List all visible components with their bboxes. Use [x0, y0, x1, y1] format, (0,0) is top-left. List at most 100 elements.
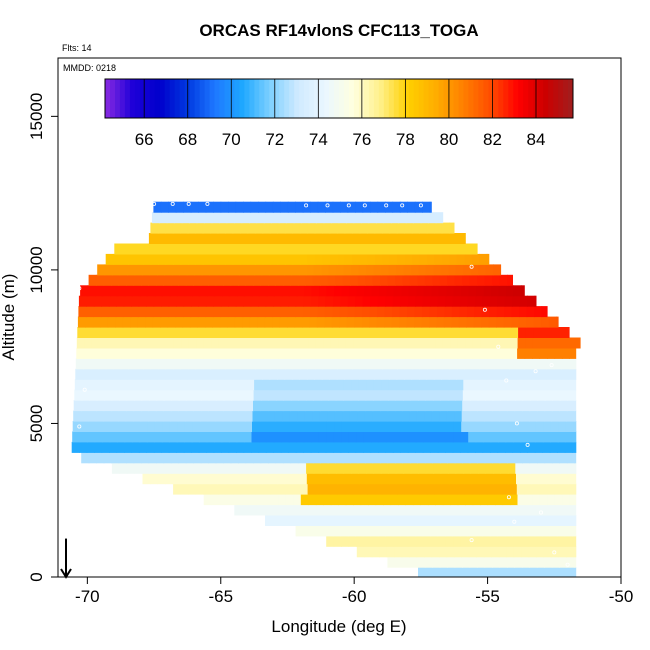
- data-cell: [360, 494, 369, 506]
- data-cell: [275, 274, 284, 286]
- data-cell: [372, 410, 381, 422]
- data-cell: [263, 494, 272, 506]
- data-cell: [268, 233, 277, 244]
- data-cell: [246, 233, 255, 244]
- colorbar: 66 68 70 72 74 76 78 80 82 84: [104, 78, 574, 149]
- data-cell: [573, 546, 577, 558]
- data-cell: [540, 327, 549, 338]
- data-cell: [381, 368, 390, 380]
- data-cell: [457, 483, 466, 495]
- data-cell: [334, 421, 343, 432]
- data-cell: [447, 556, 456, 568]
- data-cell: [166, 337, 175, 349]
- data-cell: [545, 462, 554, 474]
- colorbar-swatch: [209, 79, 216, 118]
- data-cell: [283, 389, 292, 401]
- data-cell: [396, 264, 405, 276]
- data-cell: [498, 535, 507, 547]
- data-cell: [456, 253, 465, 265]
- data-cell: [268, 452, 277, 464]
- data-cell: [144, 243, 153, 255]
- data-cell: [431, 546, 440, 558]
- data-cell: [539, 483, 548, 495]
- data-cell: [204, 316, 213, 328]
- data-cell: [317, 306, 326, 318]
- data-cell: [207, 285, 216, 297]
- data-cell: [486, 253, 490, 265]
- data-cell: [458, 316, 467, 328]
- data-cell: [411, 264, 420, 276]
- data-cell: [233, 243, 242, 255]
- data-cell: [311, 421, 320, 432]
- data-cell: [405, 243, 414, 255]
- data-cell: [401, 421, 410, 432]
- data-cell: [217, 222, 226, 234]
- colorbar-swatch: [368, 79, 375, 118]
- data-cell: [404, 222, 413, 234]
- data-cell: [389, 483, 398, 495]
- data-cell: [424, 546, 433, 558]
- data-cell: [428, 337, 437, 349]
- data-cell: [555, 337, 564, 349]
- data-cell: [76, 347, 85, 359]
- data-cell: [426, 368, 435, 380]
- data-cell: [148, 452, 157, 464]
- data-cell: [509, 347, 518, 359]
- data-cell: [464, 253, 473, 265]
- data-cell: [483, 546, 492, 558]
- data-cell: [256, 212, 265, 224]
- data-cell: [280, 201, 289, 213]
- colorbar-swatch: [563, 79, 569, 118]
- data-cell: [399, 316, 408, 328]
- data-cell: [379, 546, 388, 558]
- data-cell: [225, 253, 234, 265]
- data-cell: [218, 337, 227, 349]
- data-cell: [312, 410, 321, 422]
- data-cell: [471, 253, 480, 265]
- data-cell: [141, 462, 150, 474]
- data-cell: [399, 201, 408, 213]
- data-cell: [361, 327, 370, 338]
- data-cell: [253, 274, 262, 286]
- data-cell: [415, 441, 424, 453]
- data-cell: [484, 452, 493, 464]
- data-cell: [90, 358, 99, 370]
- data-cell: [299, 358, 308, 370]
- data-cell: [557, 441, 566, 453]
- data-cell: [403, 389, 412, 401]
- colorbar-swatch: [473, 79, 479, 118]
- data-cell: [215, 452, 224, 464]
- data-cell: [534, 441, 543, 453]
- data-cell: [403, 379, 412, 391]
- data-cell: [91, 337, 100, 349]
- data-cell: [181, 337, 190, 349]
- data-cell: [472, 243, 478, 255]
- data-cell: [513, 285, 522, 297]
- data-cell: [103, 410, 112, 422]
- data-cell: [216, 462, 225, 474]
- data-cell: [220, 306, 229, 318]
- data-cell: [114, 243, 123, 255]
- data-cell: [170, 410, 179, 422]
- data-cell: [462, 389, 471, 401]
- data-cell: [99, 327, 108, 338]
- data-cell: [417, 400, 426, 412]
- data-cell: [151, 212, 160, 224]
- data-cell: [321, 368, 330, 380]
- data-cell: [500, 379, 509, 391]
- data-cell: [132, 285, 141, 297]
- data-cell: [491, 421, 500, 432]
- data-cell: [430, 431, 439, 443]
- data-cell: [410, 462, 419, 474]
- data-cell: [110, 285, 119, 297]
- data-cell: [312, 452, 321, 464]
- data-cell: [490, 535, 499, 547]
- data-cell: [134, 379, 143, 391]
- data-cell: [153, 306, 162, 318]
- data-cell: [119, 379, 128, 391]
- data-cell: [470, 264, 479, 276]
- data-cell: [537, 462, 546, 474]
- data-cell: [398, 327, 407, 338]
- data-cell: [270, 253, 279, 265]
- data-cell: [211, 337, 220, 349]
